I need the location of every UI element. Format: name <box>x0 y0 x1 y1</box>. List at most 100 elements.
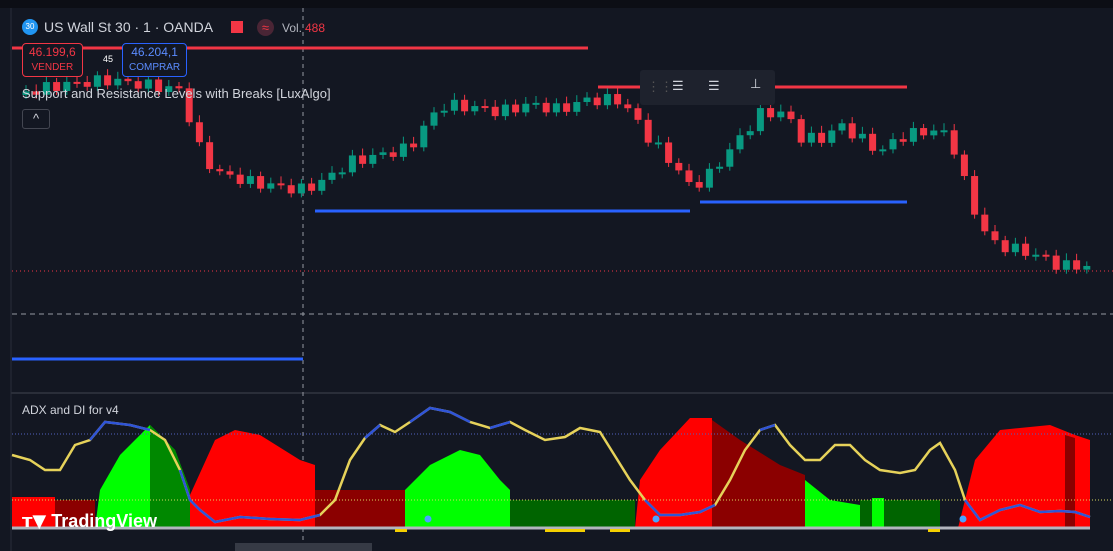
buy-button[interactable]: 46.204,1 COMPRAR <box>122 43 188 77</box>
candle <box>573 102 581 112</box>
candle <box>705 168 713 188</box>
collapse-button[interactable]: ^ <box>22 109 50 129</box>
sell-button[interactable]: 46.199,6 VENDER <box>22 43 83 77</box>
candle <box>920 128 928 136</box>
candle <box>491 106 499 117</box>
candle <box>134 81 142 89</box>
candle <box>369 154 377 164</box>
signal-dot <box>959 515 967 523</box>
candle <box>165 86 173 93</box>
histogram-area <box>510 500 635 528</box>
histogram-area <box>872 498 884 528</box>
candle <box>63 81 71 91</box>
candle <box>756 108 764 132</box>
histogram-area <box>150 425 190 528</box>
candle <box>1083 265 1091 270</box>
candle <box>420 125 428 148</box>
candle <box>634 108 642 120</box>
candle <box>797 119 805 143</box>
histogram-area <box>805 480 860 528</box>
histogram-area <box>958 425 1090 528</box>
signal-bar <box>928 529 940 532</box>
adx-line-strong <box>364 424 381 439</box>
candle <box>1011 243 1019 253</box>
candle <box>981 214 989 232</box>
histogram-area <box>405 450 510 528</box>
adx-line-strong <box>964 499 1091 522</box>
candle <box>471 106 479 112</box>
flag-icon[interactable] <box>231 21 243 33</box>
settings-tool[interactable]: ☰ <box>672 78 684 93</box>
symbol-title[interactable]: US Wall St 30 · 1 · OANDA <box>44 19 214 35</box>
histogram-area <box>190 430 315 528</box>
candle <box>1042 254 1050 257</box>
candle <box>971 176 979 215</box>
histogram-area <box>1065 435 1075 528</box>
style-tool[interactable]: ☰ <box>708 78 720 93</box>
candle <box>104 75 112 86</box>
range-tool[interactable]: ⊥ <box>750 76 762 91</box>
candle <box>787 111 795 120</box>
candle <box>583 97 591 103</box>
adx-line-strong <box>409 406 471 424</box>
candle <box>22 91 30 95</box>
candle <box>440 110 448 113</box>
candle <box>1001 240 1009 253</box>
candle <box>267 183 275 189</box>
candle <box>522 103 530 113</box>
indicator-icon[interactable]: ≈ <box>257 19 274 36</box>
histogram-area <box>712 420 805 528</box>
candle <box>195 122 203 143</box>
candle <box>532 102 540 105</box>
candle <box>297 183 305 194</box>
adx-name[interactable]: ADX and DI for v4 <box>22 403 119 417</box>
candle <box>512 104 520 113</box>
signal-bar <box>395 529 407 532</box>
indicator-name[interactable]: Support and Resistance Levels with Break… <box>22 86 331 101</box>
candle <box>665 142 673 163</box>
candle <box>1052 255 1060 270</box>
candle <box>73 81 81 84</box>
brand-logo[interactable]: ᴛ▼ TradingView <box>22 511 157 532</box>
signal-bar <box>610 529 630 532</box>
adx-line-strong <box>489 420 511 430</box>
candle <box>1022 243 1030 256</box>
candle <box>909 128 917 142</box>
candle <box>53 82 61 91</box>
candle <box>226 171 234 175</box>
candle <box>379 152 387 155</box>
brand-name: TradingView <box>51 511 157 531</box>
drag-handle[interactable]: ⋮⋮ <box>647 79 673 94</box>
candle <box>950 130 958 155</box>
candle <box>675 162 683 171</box>
candle <box>216 169 224 172</box>
candle <box>481 106 489 109</box>
adx-line-strong <box>89 420 151 441</box>
candle <box>879 149 887 152</box>
drawing-toolbar: ⋮⋮ ☰ ☰ ⊥ <box>640 70 775 105</box>
candle <box>746 131 754 136</box>
candle <box>848 123 856 139</box>
candle <box>736 135 744 150</box>
candle <box>593 97 601 106</box>
candle <box>359 155 367 164</box>
candle <box>308 183 316 191</box>
candle <box>114 78 122 86</box>
candle <box>828 130 836 143</box>
sell-price: 46.199,6 <box>29 45 76 59</box>
candle <box>624 104 632 109</box>
candle <box>410 143 418 148</box>
candle <box>32 91 40 95</box>
candle <box>328 172 336 180</box>
candle <box>338 172 346 175</box>
candle <box>858 133 866 139</box>
signal-dot <box>424 515 432 523</box>
candle <box>287 185 295 194</box>
candle <box>991 231 999 241</box>
candle <box>654 142 662 145</box>
candle <box>777 111 785 118</box>
candle <box>614 94 622 105</box>
candle <box>318 179 326 191</box>
buy-price: 46.204,1 <box>131 45 178 59</box>
histogram-area <box>12 497 55 528</box>
